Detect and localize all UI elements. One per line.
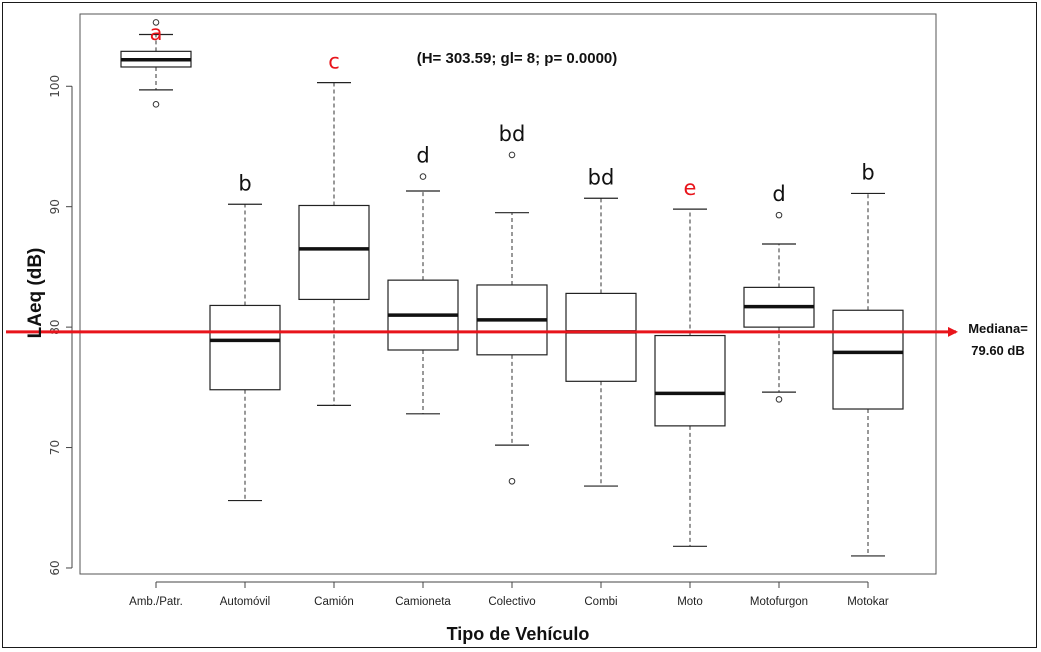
stats-annotation: (H= 303.59; gl= 8; p= 0.0000) [417,50,618,67]
x-axis-title: Tipo de Vehículo [447,624,590,644]
box-group: bd [565,165,637,487]
box-group: a [120,19,192,108]
boxes-layer: a b c d bd bd e d b [120,19,904,557]
x-tick-label: Automóvil [220,596,271,608]
y-axis-title: LAeq (dB) [25,248,46,339]
box-group: e [654,176,726,547]
box-group: d [387,144,459,415]
x-tick-label: Combi [584,596,617,608]
outlier-point [152,19,160,26]
outlier-point [419,173,427,180]
group-letter: d [416,144,429,168]
group-letter: bd [588,165,615,189]
group-letter: e [684,176,697,200]
iqr-box [209,304,281,391]
x-tick-label: Motofurgon [750,596,808,608]
x-tick-label: Camioneta [395,596,451,608]
y-tick-label: 70 [48,440,62,455]
group-letter: c [328,50,340,74]
iqr-box [832,309,904,410]
x-tick-label: Colectivo [488,596,535,608]
outlier-point [775,211,783,219]
x-tick-label: Motokar [847,596,889,608]
box-group: b [209,171,281,502]
median-label-line2: 79.60 dB [971,343,1024,358]
box-group: b [832,160,904,557]
group-letter: bd [499,122,526,146]
x-tick-label: Moto [677,596,703,608]
box-group: bd [476,122,548,485]
y-tick-label: 90 [48,199,62,214]
outlier-point [508,151,516,159]
x-tick-label: Amb./Patr. [129,596,183,608]
iqr-box [565,292,637,382]
group-letter: b [238,171,251,195]
x-tick-label: Camión [314,596,354,608]
plot-area-border [79,13,937,575]
group-letter: d [772,182,785,206]
group-letter: b [861,160,874,184]
y-tick-label: 60 [48,560,62,575]
box-group: c [298,50,370,406]
x-axis: Amb./Patr. Automóvil Camión Camioneta Colect… [129,581,889,608]
outlier-point [508,477,516,485]
median-label-line1: Mediana= [968,321,1028,336]
iqr-box [298,204,370,301]
box-group: d [743,182,815,403]
y-tick-label: 100 [48,75,62,98]
iqr-box [654,334,726,427]
outlier-point [775,396,783,403]
outlier-point [152,101,160,108]
group-letter: a [150,21,163,45]
